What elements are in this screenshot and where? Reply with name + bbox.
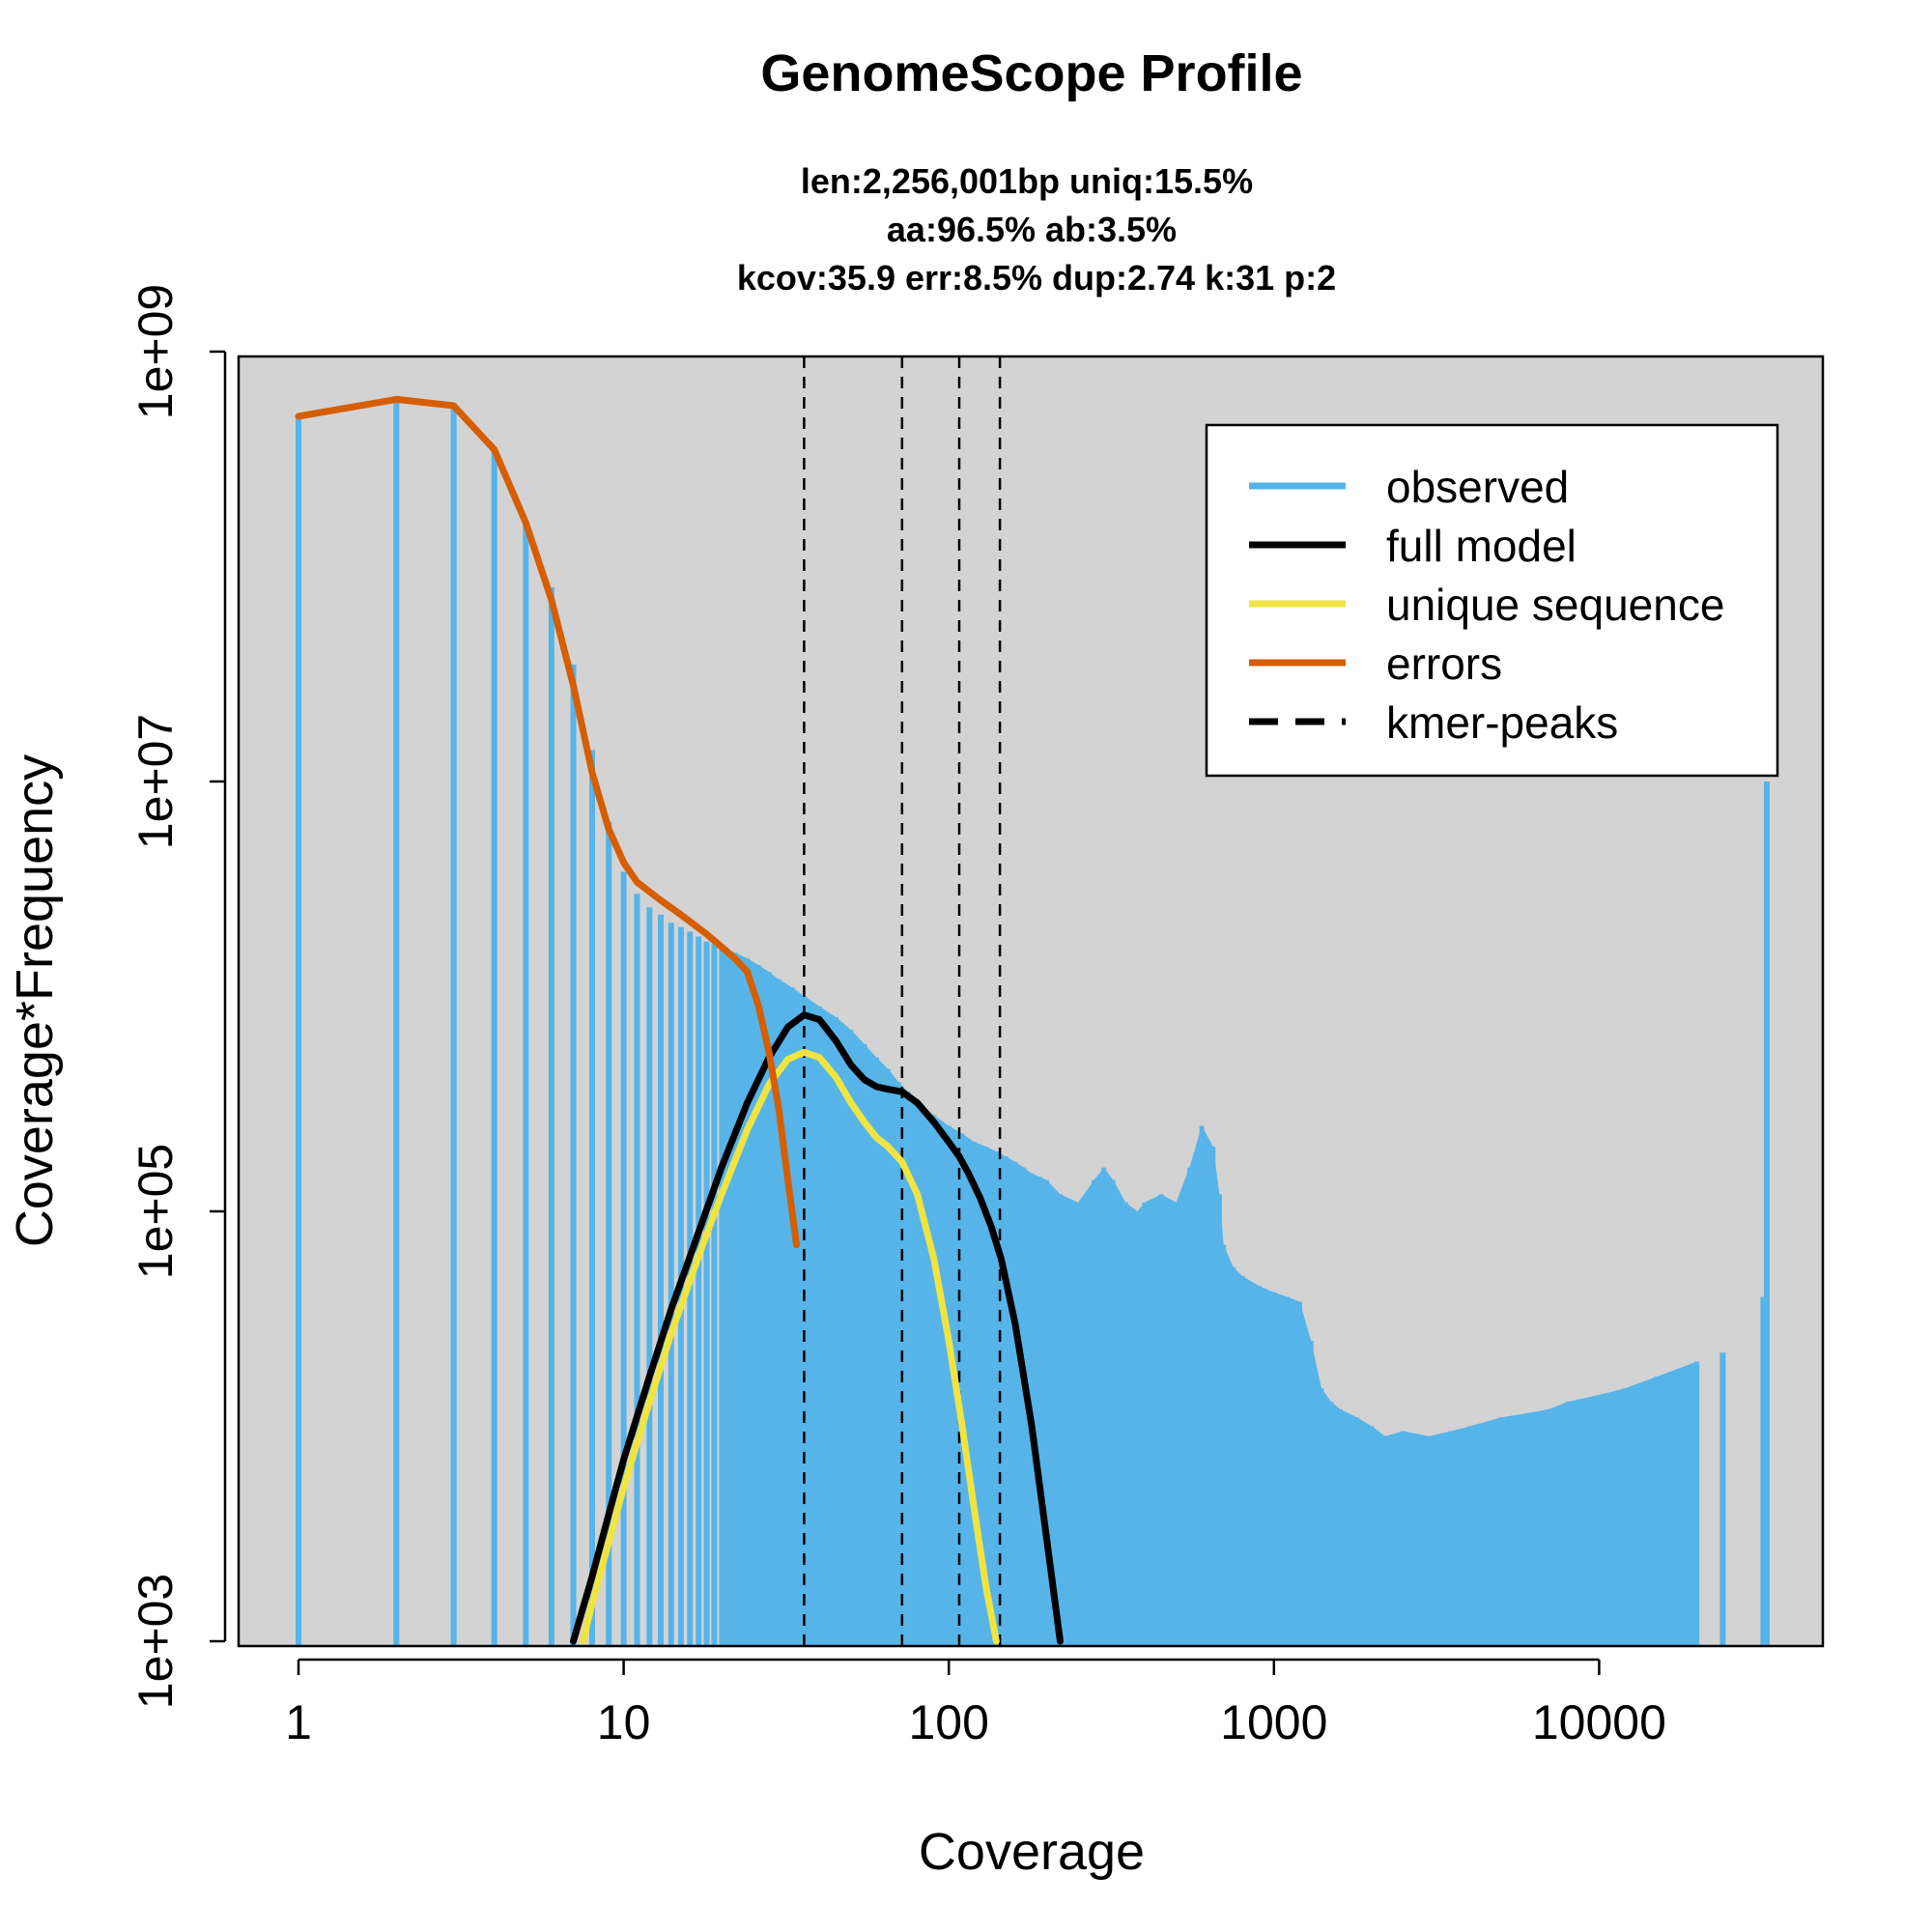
observed-bars	[296, 399, 1770, 1646]
y-tick-label: 1e+07	[128, 714, 183, 849]
chart-subtitle-line-2: aa:96.5% ab:3.5%	[887, 210, 1177, 249]
x-tick-label: 10000	[1532, 1695, 1666, 1749]
x-tick-label: 1	[285, 1695, 312, 1749]
plot-content	[295, 356, 1770, 1646]
x-tick-label: 100	[908, 1695, 988, 1749]
y-tick-label: 1e+05	[128, 1144, 183, 1279]
legend: observed full model unique sequence errors k…	[1205, 423, 1779, 778]
x-axis: 1 10 100 1000 10000	[285, 1658, 1666, 1749]
x-tick-label: 10	[597, 1695, 651, 1749]
chart-subtitle-line-3: kcov:35.9 err:8.5% dup:2.74 k:31 p:2	[737, 258, 1336, 298]
chart-title: GenomeScope Profile	[760, 44, 1302, 102]
legend-label: full model	[1386, 521, 1577, 571]
legend-label: unique sequence	[1386, 580, 1724, 630]
errors-line	[295, 395, 800, 1248]
y-tick-label: 1e+03	[128, 1574, 183, 1709]
unique-sequence-line	[580, 1048, 1000, 1645]
y-tick-label: 1e+09	[128, 284, 183, 419]
full-model-line	[570, 1011, 1064, 1645]
x-tick-label: 1000	[1220, 1695, 1327, 1749]
y-axis: 1e+03 1e+05 1e+07 1e+09	[128, 284, 227, 1709]
legend-items: observed full model unique sequence errors k…	[1249, 462, 1724, 748]
model-lines	[295, 395, 1064, 1645]
legend-label: observed	[1386, 462, 1569, 512]
chart-subtitle-line-1: len:2,256,001bp uniq:15.5%	[801, 161, 1253, 201]
plot-border	[237, 355, 1825, 1648]
x-axis-label: Coverage	[919, 1823, 1145, 1881]
legend-label: errors	[1386, 639, 1502, 689]
y-axis-label: Coverage*Frequency	[6, 754, 64, 1247]
legend-label: kmer-peaks	[1386, 697, 1618, 748]
